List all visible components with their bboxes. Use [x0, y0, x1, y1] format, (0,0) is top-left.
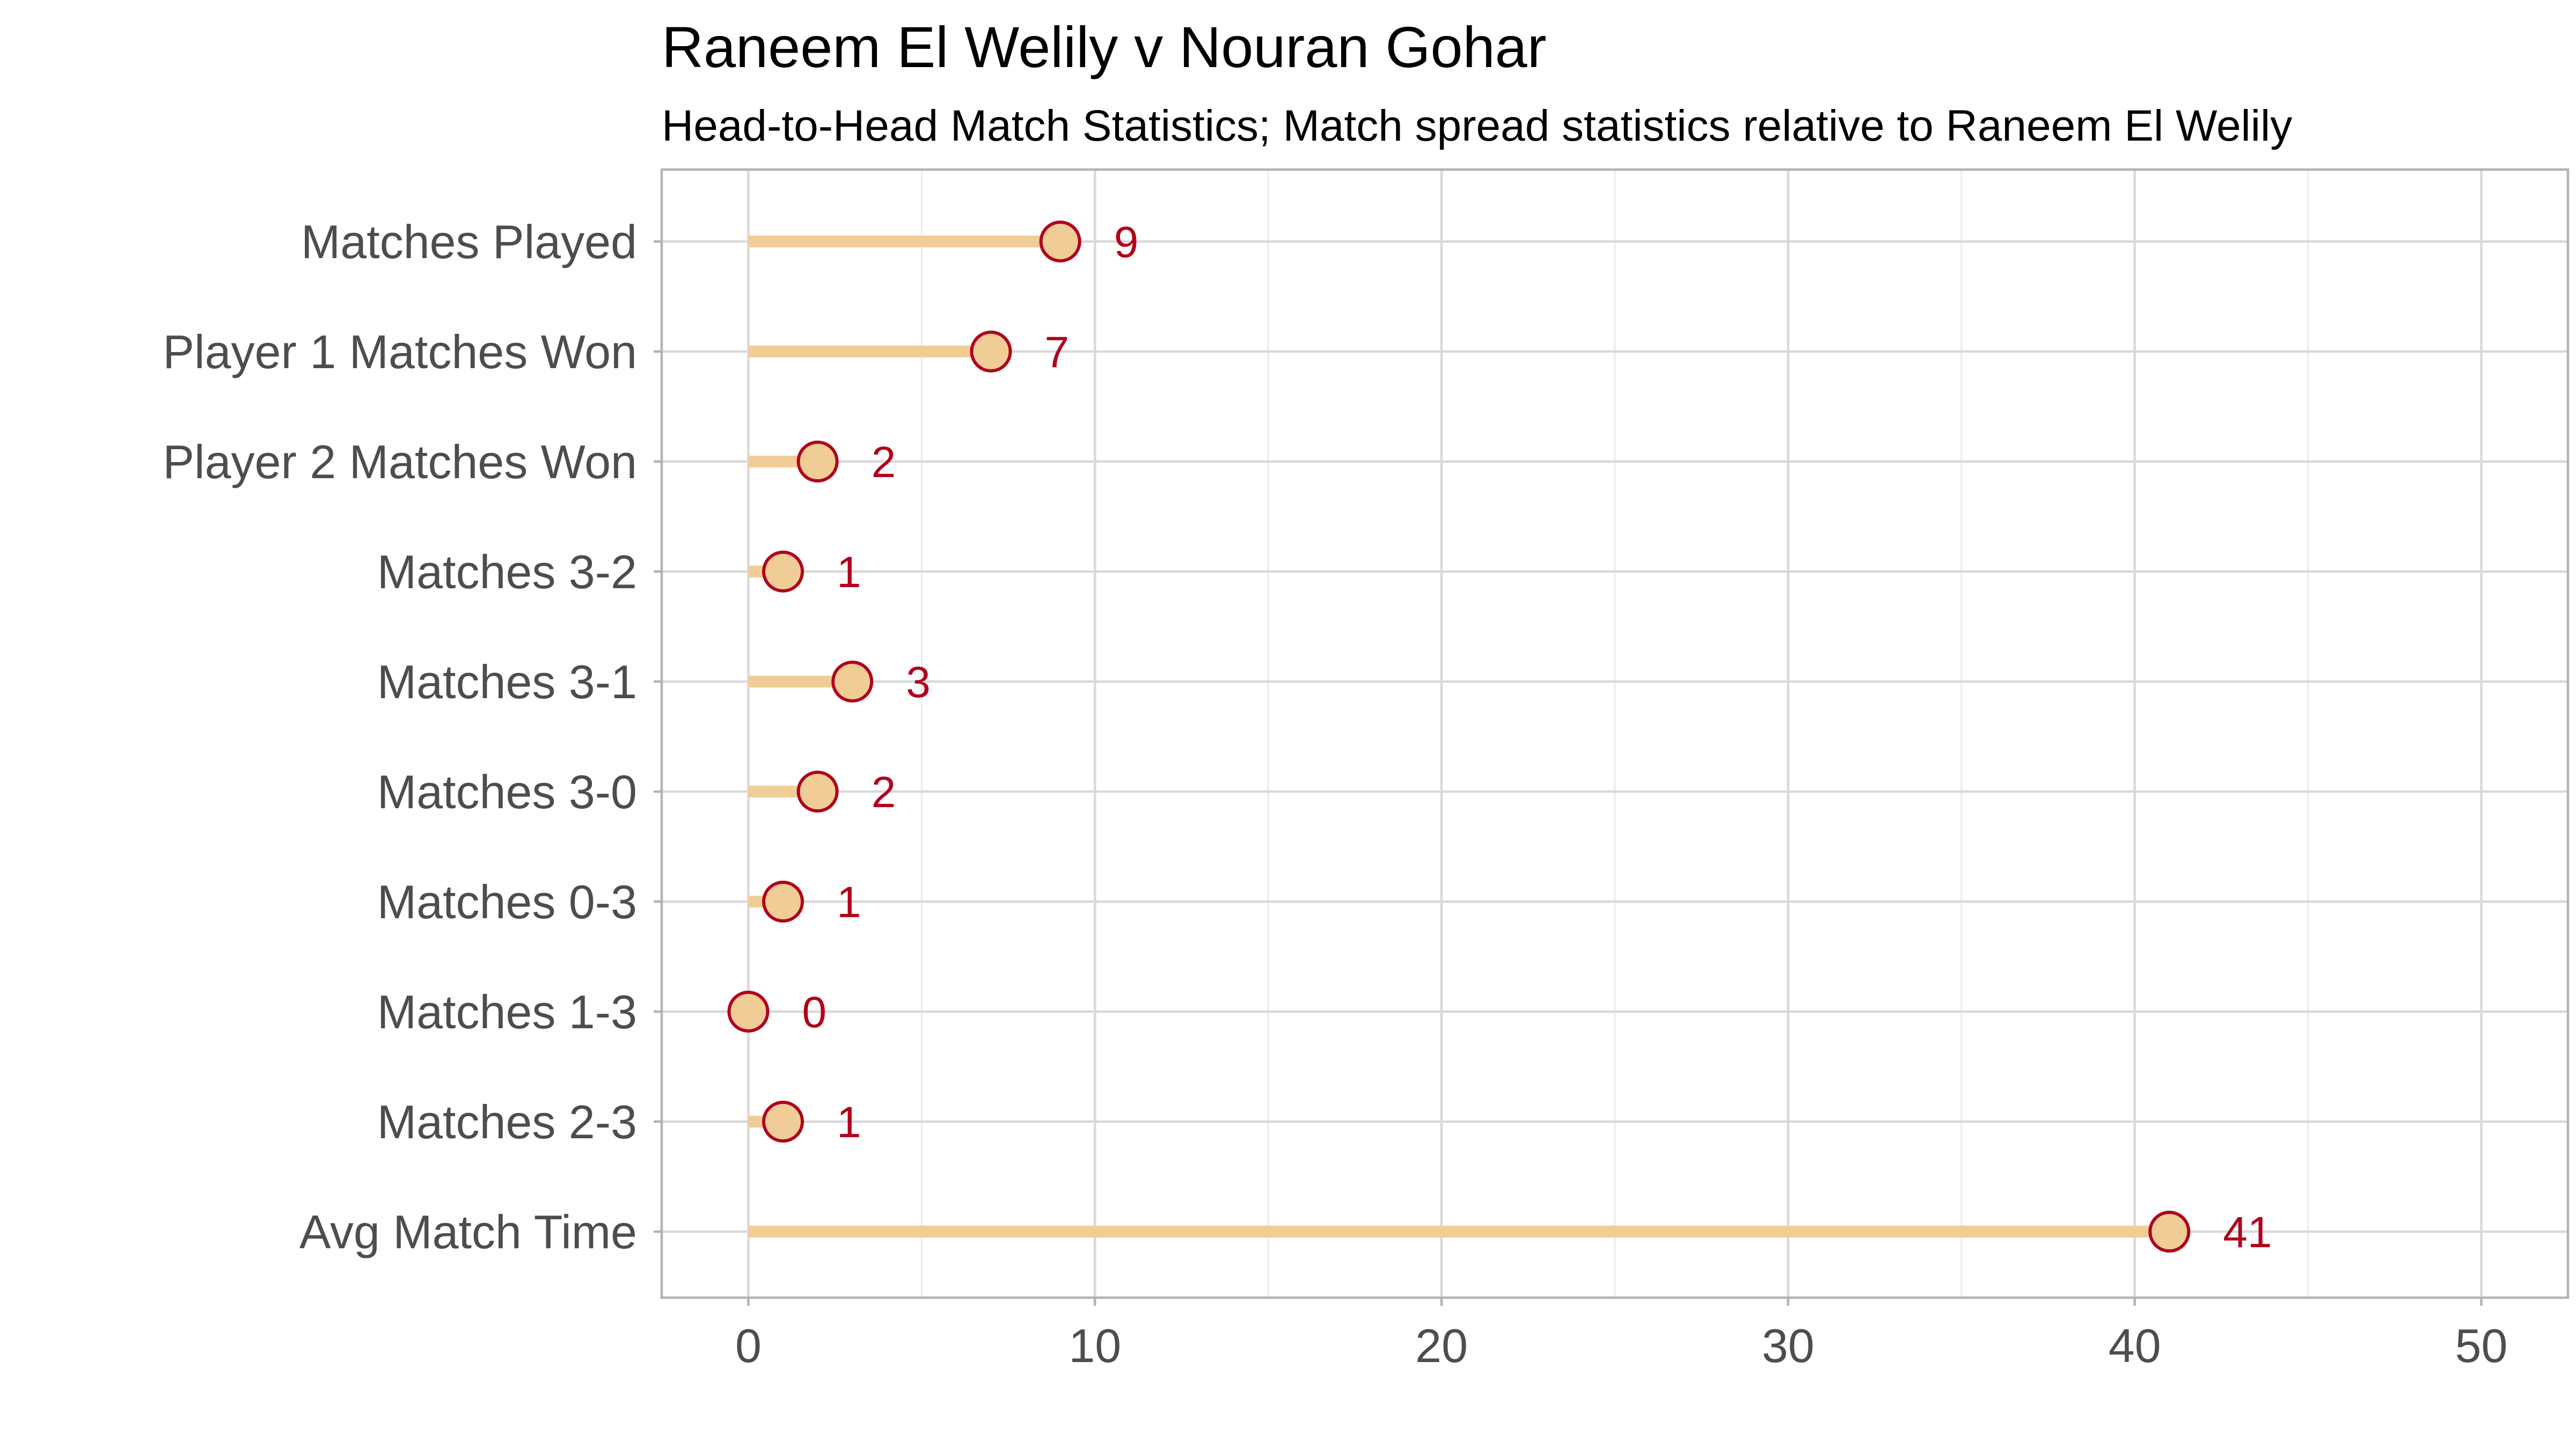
data-label: 3 [906, 658, 931, 707]
x-tick-label: 40 [2109, 1319, 2161, 1372]
data-label: 1 [837, 1098, 861, 1147]
panel-border [660, 168, 2570, 1299]
x-axis: 0 10 20 30 40 50 [735, 1298, 2508, 1372]
y-tick-label: Matches 0-3 [377, 875, 637, 928]
data-labels: 9 7 2 1 3 2 1 0 1 41 [802, 218, 2272, 1257]
y-tick-label: Matches Played [301, 215, 637, 268]
y-tick-label: Matches 3-1 [377, 655, 637, 708]
data-label: 41 [2223, 1208, 2272, 1257]
y-tick-label: Avg Match Time [299, 1205, 637, 1258]
y-axis: Matches Played Player 1 Matches Won Player… [163, 215, 662, 1258]
x-tick-label: 50 [2455, 1319, 2508, 1372]
y-tick-label: Matches 2-3 [377, 1095, 637, 1148]
chart-subtitle: Head-to-Head Match Statistics; Match spr… [662, 101, 2292, 150]
lollipop-point [762, 881, 804, 923]
y-tick-label: Matches 3-2 [377, 545, 637, 598]
chart-title: Raneem El Welily v Nouran Gohar [662, 14, 1547, 79]
lollipop-point [762, 1101, 804, 1143]
x-tick-label: 0 [735, 1319, 762, 1372]
lollipop-point [762, 551, 804, 592]
major-gridlines [662, 170, 2568, 1298]
lollipop-point [796, 441, 839, 482]
y-tick-label: Matches 3-0 [377, 765, 637, 818]
lollipop-point [970, 331, 1012, 372]
y-tick-label: Player 2 Matches Won [163, 435, 637, 488]
y-tick-label: Matches 1-3 [377, 985, 637, 1038]
lollipop-point [1039, 221, 1081, 262]
data-label: 2 [872, 768, 896, 817]
lollipop-point [796, 771, 839, 813]
data-label: 9 [1114, 218, 1139, 267]
y-tick-label: Player 1 Matches Won [163, 325, 637, 378]
lollipop-point [727, 991, 770, 1033]
data-label: 2 [872, 438, 896, 487]
data-label: 0 [802, 988, 826, 1037]
data-label: 1 [837, 548, 861, 597]
lollipop-point [831, 661, 874, 702]
x-tick-label: 20 [1415, 1319, 1468, 1372]
x-tick-label: 10 [1069, 1319, 1121, 1372]
lollipop-points [727, 221, 2191, 1253]
data-label: 7 [1045, 328, 1070, 377]
minor-gridlines [920, 170, 2309, 1298]
x-tick-label: 30 [1762, 1319, 1814, 1372]
lollipop-point [2148, 1211, 2191, 1253]
data-label: 1 [837, 878, 861, 927]
